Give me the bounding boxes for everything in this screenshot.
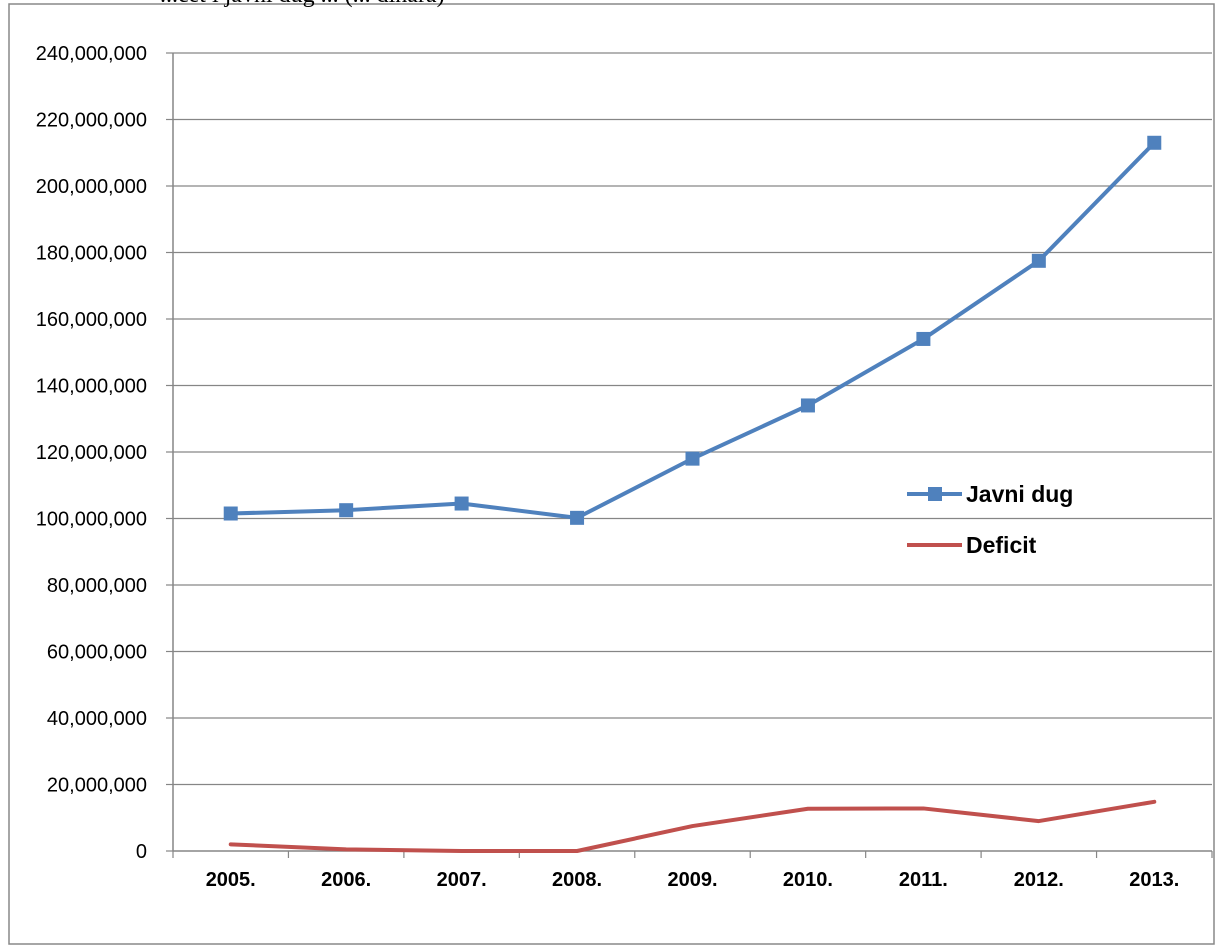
- y-tick-label: 80,000,000: [47, 575, 147, 597]
- x-tick-label: 2007.: [437, 869, 487, 891]
- x-tick-label: 2009.: [667, 869, 717, 891]
- chart-area-border: [8, 3, 1215, 945]
- data-point-javni-dug: [223, 506, 238, 521]
- legend-item-deficit: Deficit: [907, 532, 1037, 558]
- data-point-javni-dug: [800, 398, 815, 413]
- data-point-javni-dug: [685, 451, 700, 466]
- y-tick-label: 240,000,000: [36, 43, 147, 65]
- y-tick-label: 100,000,000: [36, 509, 147, 531]
- y-tick-label: 20,000,000: [47, 775, 147, 797]
- y-tick-labels: 0 20,000,000 40,000,000 60,000,000 80,000,00…: [36, 43, 147, 863]
- header-fragment: ...cet i javni dug ... (... dinara): [160, 0, 445, 8]
- x-tick-labels: 2005. 2006. 2007. 2008. 2009. 2010. 2011. 2012.…: [206, 869, 1180, 891]
- y-tick-label: 160,000,000: [36, 309, 147, 331]
- y-tick-label: 180,000,000: [36, 243, 147, 265]
- x-tick-label: 2006.: [321, 869, 371, 891]
- data-point-javni-dug: [1031, 253, 1046, 268]
- series-line-deficit: [228, 799, 1157, 853]
- gridlines: [166, 52, 1213, 858]
- x-tick-label: 2008.: [552, 869, 602, 891]
- data-point-javni-dug: [916, 331, 931, 346]
- y-tick-label: 200,000,000: [36, 176, 147, 198]
- data-point-javni-dug: [454, 496, 469, 511]
- legend: Javni dug Deficit: [907, 481, 1073, 558]
- y-tick-label: 220,000,000: [36, 110, 147, 132]
- x-tick-label: 2012.: [1014, 869, 1064, 891]
- legend-item-javni-dug: Javni dug: [907, 481, 1073, 507]
- x-tick-label: 2005.: [206, 869, 256, 891]
- x-tick-label: 2010.: [783, 869, 833, 891]
- data-point-javni-dug: [339, 503, 354, 518]
- y-tick-label: 120,000,000: [36, 442, 147, 464]
- x-tick-label: 2011.: [899, 869, 948, 891]
- y-tick-label: 140,000,000: [36, 376, 147, 398]
- legend-marker-javni-dug: [928, 487, 942, 501]
- legend-label-deficit: Deficit: [966, 532, 1037, 558]
- y-tick-label: 0: [136, 841, 147, 863]
- y-tick-label: 60,000,000: [47, 642, 147, 664]
- legend-label-javni-dug: Javni dug: [966, 481, 1073, 507]
- data-point-javni-dug: [1147, 135, 1162, 150]
- series: [223, 135, 1162, 853]
- x-tick-label: 2013.: [1129, 869, 1179, 891]
- data-point-javni-dug: [570, 510, 585, 525]
- y-tick-label: 40,000,000: [47, 708, 147, 730]
